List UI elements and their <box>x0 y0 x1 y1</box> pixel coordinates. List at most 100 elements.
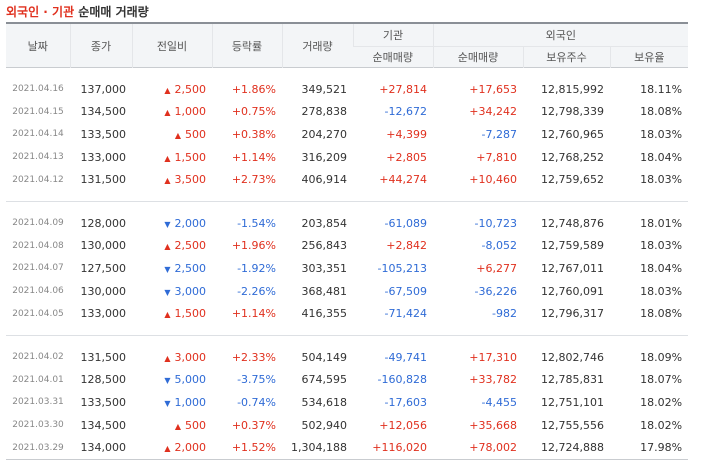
change-value: 2,000 <box>174 216 207 230</box>
cell-rate: -1.54% <box>237 216 276 230</box>
cell-volume: 203,854 <box>301 216 348 230</box>
table-body: 2021.04.16 137,000 ▲ 2,500 +1.86% 349,521 +27,… <box>6 68 689 460</box>
table-row: 2021.04.14 133,500 ▲ 500 +0.38% 204,270 +4,399… <box>6 123 688 146</box>
cell-foreign-holdings: 12,760,091 <box>541 284 604 298</box>
cell-change: ▲ 1,500 <box>132 302 212 325</box>
cell-date: 2021.04.13 <box>12 152 64 163</box>
change-value: 1,000 <box>174 105 207 119</box>
cell-rate: +2.33% <box>231 350 276 364</box>
cell-foreign-ratio: 18.08% <box>640 307 683 321</box>
title-rest: 순매매 거래량 <box>74 5 149 19</box>
cell-date: 2021.04.09 <box>12 218 64 229</box>
cell-rate: +1.14% <box>231 150 276 164</box>
triangle-up-icon: ▲ <box>164 153 171 163</box>
spacer-cell <box>6 335 688 346</box>
cell-foreign-ratio: 18.08% <box>640 105 683 119</box>
cell-change: ▼ 1,000 <box>132 391 212 414</box>
table-row: 2021.04.15 134,500 ▲ 1,000 +0.75% 278,838 -12,… <box>6 101 688 124</box>
cell-rate: +1.14% <box>231 307 276 321</box>
table-row: 2021.03.31 133,500 ▼ 1,000 -0.74% 534,618 -17,… <box>6 391 688 414</box>
row-spacer <box>6 190 689 202</box>
header-foreign-holdings: 보유주수 <box>522 46 610 68</box>
cell-foreign-holdings: 12,785,831 <box>541 373 604 387</box>
cell-close: 130,000 <box>80 284 127 298</box>
cell-foreign-ratio: 18.03% <box>640 239 683 253</box>
cell-rate: +0.75% <box>231 105 276 119</box>
cell-foreign-net: +35,668 <box>469 418 517 432</box>
header-change: 전일비 <box>131 23 212 68</box>
header-date: 날짜 <box>6 23 70 68</box>
cell-close: 131,500 <box>80 173 127 187</box>
cell-inst-net: +2,805 <box>386 150 427 164</box>
investor-trading-table: 날짜 종가 전일비 등락률 거래량 기관 외국인 순매매량 순매매량 보유주수 … <box>6 22 689 460</box>
cell-date: 2021.04.05 <box>12 308 64 319</box>
cell-change: ▲ 2,500 <box>132 78 212 101</box>
cell-volume: 204,270 <box>301 127 348 141</box>
cell-volume: 1,304,188 <box>282 436 353 460</box>
cell-foreign-net: +78,002 <box>433 436 523 460</box>
cell-change: ▼ 2,000 <box>132 212 212 235</box>
cell-foreign-ratio: 18.09% <box>640 350 683 364</box>
cell-foreign-net: -4,455 <box>481 395 517 409</box>
cell-date: 2021.04.07 <box>12 263 64 274</box>
triangle-down-icon: ▼ <box>164 376 171 386</box>
change-value: 3,500 <box>174 173 207 187</box>
triangle-up-icon: ▲ <box>174 130 181 140</box>
cell-rate: -2.26% <box>237 284 276 298</box>
row-spacer <box>6 324 689 336</box>
cell-change: ▲ 500 <box>132 123 212 146</box>
cell-foreign-net: -36,226 <box>474 284 517 298</box>
cell-date: 2021.04.14 <box>12 129 64 140</box>
cell-inst-net: +4,399 <box>386 127 427 141</box>
change-value: 3,000 <box>174 284 207 298</box>
table-row: 2021.04.07 127,500 ▼ 2,500 -1.92% 303,351 -105… <box>6 257 688 280</box>
table-row: 2021.04.16 137,000 ▲ 2,500 +1.86% 349,521 +27,… <box>6 78 688 101</box>
header-volume: 거래량 <box>281 23 353 68</box>
row-spacer <box>6 335 688 346</box>
cell-date: 2021.04.08 <box>12 240 64 251</box>
triangle-up-icon: ▲ <box>164 444 171 454</box>
change-value: 3,000 <box>174 350 207 364</box>
cell-change: ▲ 2,500 <box>132 235 212 258</box>
cell-foreign-holdings: 12,768,252 <box>541 150 604 164</box>
cell-close: 134,500 <box>80 105 127 119</box>
cell-date: 2021.03.29 <box>6 436 70 460</box>
cell-inst-net: +27,814 <box>379 82 427 96</box>
cell-volume: 534,618 <box>301 395 348 409</box>
row-spacer <box>6 68 688 79</box>
cell-rate: -3.75% <box>237 373 276 387</box>
change-value: 1,000 <box>174 395 207 409</box>
cell-foreign-net: +34,242 <box>469 105 517 119</box>
cell-volume: 416,355 <box>301 307 348 321</box>
cell-rate: -0.74% <box>237 395 276 409</box>
cell-close: 133,000 <box>80 150 127 164</box>
cell-date: 2021.04.02 <box>12 352 64 363</box>
cell-foreign-holdings: 12,724,888 <box>523 436 610 460</box>
cell-foreign-ratio: 17.98% <box>610 436 689 460</box>
cell-inst-net: -105,213 <box>377 261 427 275</box>
change-value: 2,000 <box>174 441 207 455</box>
cell-close: 134,500 <box>80 418 127 432</box>
cell-foreign-net: -7,287 <box>481 127 517 141</box>
cell-rate: +1.52% <box>212 436 282 460</box>
cell-date: 2021.03.31 <box>12 397 64 408</box>
spacer-cell <box>6 68 688 79</box>
cell-date: 2021.04.01 <box>12 374 64 385</box>
cell-date: 2021.04.16 <box>12 84 64 95</box>
cell-foreign-ratio: 18.03% <box>640 284 683 298</box>
cell-foreign-holdings: 12,760,965 <box>541 127 604 141</box>
change-value: 2,500 <box>174 82 207 96</box>
header-rate: 등락률 <box>211 23 282 68</box>
cell-foreign-net: +17,653 <box>469 82 517 96</box>
cell-foreign-net: +7,810 <box>476 150 517 164</box>
cell-volume: 674,595 <box>301 373 348 387</box>
cell-volume: 368,481 <box>301 284 348 298</box>
table-row: 2021.04.01 128,500 ▼ 5,000 -3.75% 674,595 -160… <box>6 369 688 392</box>
change-value: 2,500 <box>174 239 207 253</box>
title-highlight: 외국인 · 기관 <box>6 5 75 19</box>
cell-foreign-holdings: 12,798,339 <box>541 105 604 119</box>
cell-close: 133,500 <box>80 127 127 141</box>
cell-foreign-net: -8,052 <box>481 239 517 253</box>
triangle-down-icon: ▼ <box>164 287 171 297</box>
cell-close: 127,500 <box>80 261 127 275</box>
